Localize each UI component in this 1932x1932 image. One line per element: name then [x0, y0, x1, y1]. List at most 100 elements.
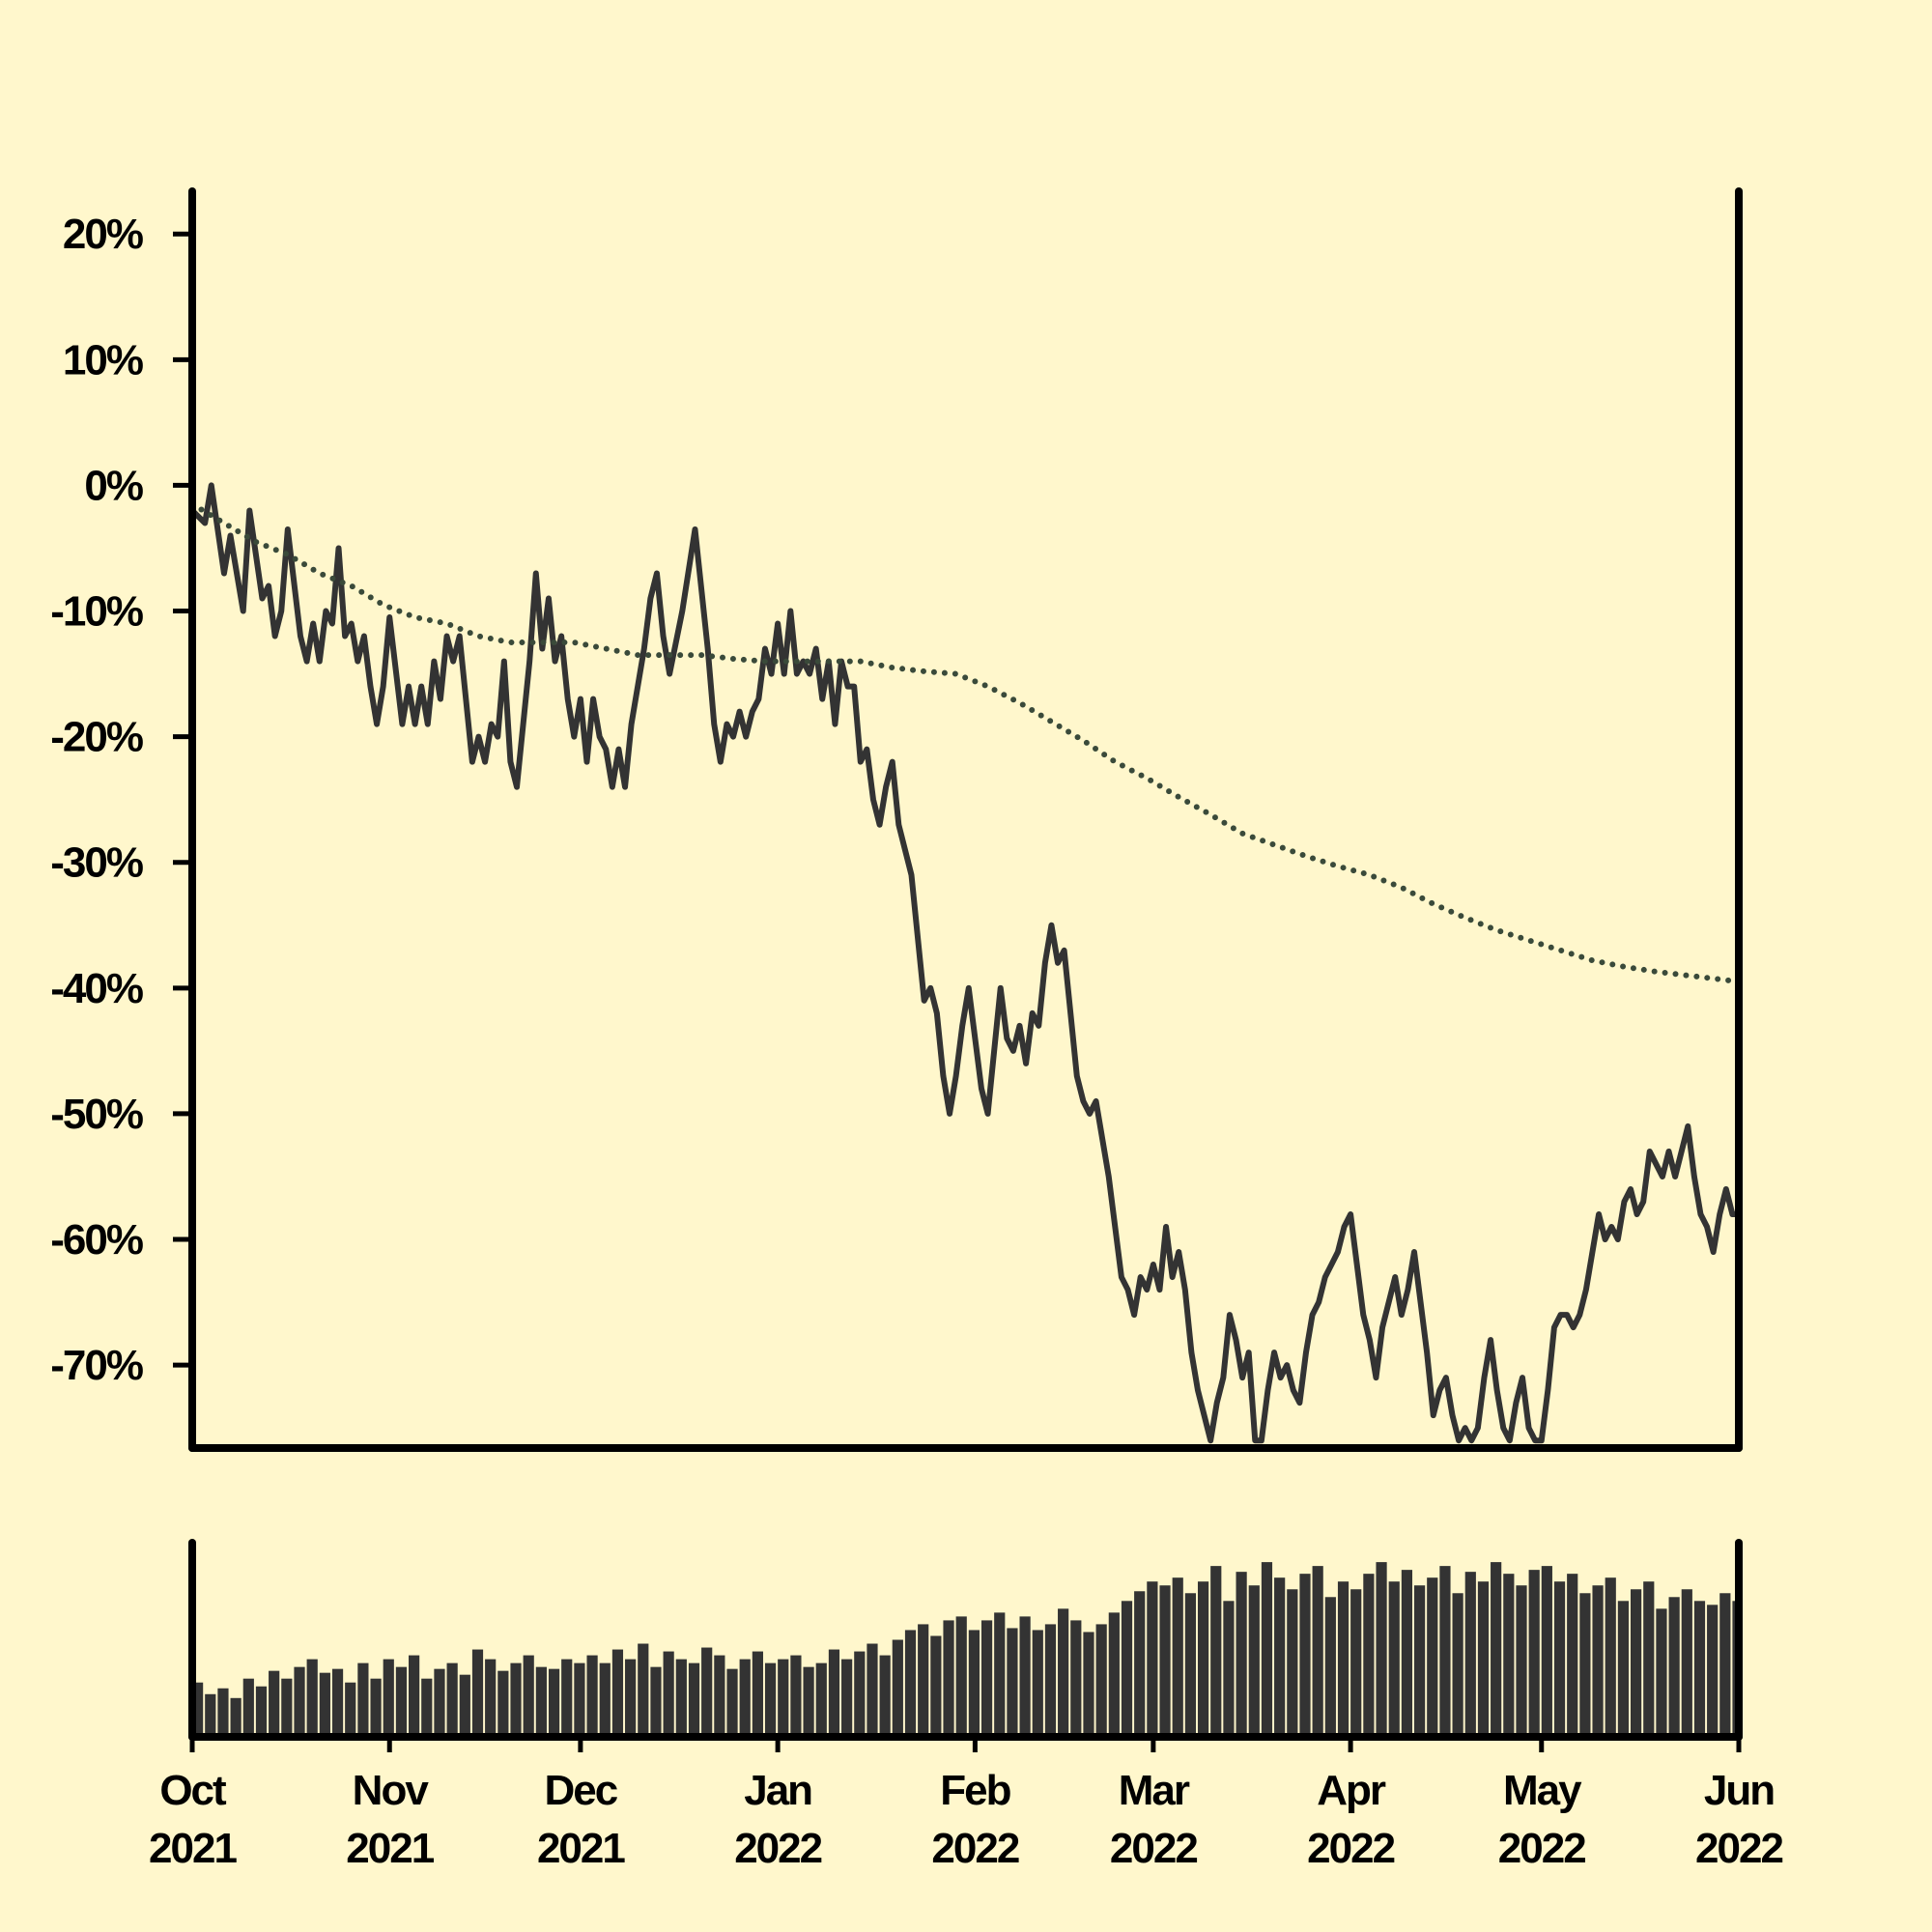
volume-bar: [803, 1666, 814, 1737]
y-tick-label: 0%: [84, 462, 142, 509]
y-tick-label: -40%: [50, 965, 143, 1012]
volume-bar: [854, 1651, 866, 1737]
volume-bar: [1197, 1581, 1209, 1737]
volume-bar: [1643, 1581, 1655, 1737]
volume-bar: [1007, 1628, 1018, 1737]
x-tick-label: Apr 2022: [1307, 1767, 1394, 1872]
volume-bar: [625, 1659, 637, 1737]
x-tick-label: Nov 2021: [346, 1767, 434, 1872]
volume-bar: [1617, 1601, 1630, 1737]
volume-bar: [968, 1630, 980, 1737]
volume-bar: [1413, 1585, 1426, 1737]
volume-bar: [943, 1620, 954, 1737]
moving-average: [192, 500, 1739, 985]
volume-bar: [764, 1662, 777, 1737]
volume-bar: [1516, 1585, 1527, 1737]
volume-bar: [230, 1697, 242, 1737]
volume-bar: [1108, 1612, 1120, 1737]
volume-bar: [255, 1686, 268, 1737]
volume-bar: [904, 1630, 917, 1737]
volume-bar: [319, 1672, 330, 1737]
volume-bar: [638, 1643, 649, 1737]
volume-bar: [1083, 1632, 1094, 1737]
x-tick-label: May 2022: [1498, 1767, 1585, 1872]
volume-bar: [1541, 1566, 1552, 1737]
x-tick-label: Oct 2021: [149, 1767, 237, 1872]
volume-bar: [752, 1651, 763, 1737]
volume-bar: [701, 1647, 713, 1737]
y-tick-label: -10%: [50, 588, 143, 636]
volume-bar: [535, 1666, 547, 1737]
volume-bar: [1592, 1585, 1604, 1737]
volume-bar: [383, 1659, 394, 1737]
volume-bar: [778, 1659, 789, 1737]
volume-bar: [1210, 1566, 1222, 1737]
volume-bar: [1528, 1570, 1540, 1737]
volume-bar: [867, 1643, 878, 1737]
volume-bar: [1159, 1585, 1171, 1737]
x-tick-label: Mar 2022: [1110, 1767, 1197, 1872]
volume-bar: [1070, 1620, 1082, 1737]
volume-bar: [1261, 1562, 1273, 1737]
volume-bar: [841, 1659, 853, 1737]
volume-bar: [1567, 1574, 1578, 1737]
volume-bar: [409, 1655, 420, 1737]
volume-bar: [1287, 1589, 1298, 1737]
volume-bar: [611, 1649, 624, 1737]
volume-bar: [485, 1659, 497, 1737]
volume-bar: [370, 1678, 382, 1737]
volume-bar: [1019, 1616, 1031, 1737]
volume-bar: [446, 1662, 458, 1737]
volume-bar: [434, 1668, 445, 1737]
volume-bar: [523, 1655, 534, 1737]
volume-bar: [510, 1662, 522, 1737]
volume-bar: [1668, 1597, 1680, 1737]
volume-bar: [918, 1624, 929, 1737]
volume-bar: [815, 1662, 827, 1737]
volume-bar: [1172, 1577, 1183, 1737]
volume-bar: [980, 1620, 993, 1737]
volume-bar: [357, 1662, 369, 1737]
volume-bar: [955, 1616, 967, 1737]
volume-bar: [892, 1639, 903, 1737]
volume-bar: [1324, 1597, 1336, 1737]
y-tick-label: -30%: [50, 839, 143, 887]
volume-bar: [421, 1678, 433, 1737]
volume-bar: [1350, 1589, 1362, 1737]
y-tick-label: -20%: [50, 714, 143, 761]
x-tick-label: Jan 2022: [734, 1767, 821, 1872]
volume-bar: [1630, 1589, 1642, 1737]
volume-bar: [1681, 1589, 1692, 1737]
volume-bar: [1044, 1624, 1057, 1737]
volume-bar: [1058, 1608, 1069, 1737]
volume-bar: [1427, 1577, 1438, 1737]
volume-bar: [726, 1668, 738, 1737]
volume-bar: [345, 1682, 356, 1737]
volume-bar: [1656, 1608, 1667, 1737]
y-tick-label: 20%: [63, 211, 143, 258]
volume-bar: [1719, 1593, 1731, 1737]
volume-bar: [192, 1682, 204, 1737]
volume-bar: [281, 1678, 293, 1737]
volume-bar: [217, 1688, 229, 1737]
volume-bar: [331, 1668, 344, 1737]
volume-bar: [1337, 1581, 1350, 1737]
volume-bar: [688, 1662, 700, 1737]
volume-bar: [739, 1659, 751, 1737]
volume-bar: [1693, 1601, 1706, 1737]
volume-bar: [1388, 1581, 1400, 1737]
volume-bar: [790, 1655, 802, 1737]
volume-bar: [1236, 1572, 1247, 1737]
volume-bar: [1095, 1624, 1107, 1737]
volume-bar: [242, 1678, 254, 1737]
volume-bar: [1363, 1574, 1375, 1737]
volume-bar: [294, 1666, 305, 1737]
volume-bar: [930, 1635, 942, 1737]
volume-bar: [663, 1651, 674, 1737]
volume-bar: [205, 1693, 216, 1737]
volume-bar: [459, 1674, 470, 1737]
volume-bar: [574, 1662, 585, 1737]
y-tick-label: -50%: [50, 1091, 143, 1138]
volume-bar: [675, 1659, 687, 1737]
